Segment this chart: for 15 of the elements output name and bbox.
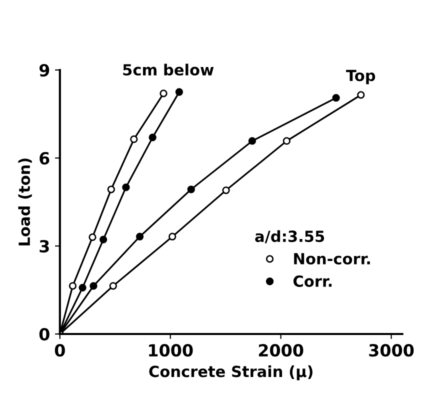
- y-tick-label: 3: [40, 240, 49, 253]
- x-tick-label: 3000: [369, 344, 414, 357]
- y-tick-label: 6: [40, 152, 50, 165]
- x-tick-label: 2000: [258, 344, 304, 357]
- y-tick-label: 0: [39, 328, 50, 341]
- legend-title: a/d:3.55: [255, 230, 324, 244]
- y-tick-label: 9: [39, 64, 50, 77]
- x-tick-label: 0: [54, 344, 65, 357]
- legend-label: Non-corr.: [294, 253, 370, 265]
- annotation: 5cm below: [123, 64, 214, 76]
- x-axis-title: Concrete Strain (μ): [149, 365, 312, 380]
- legend-label: Corr.: [293, 275, 332, 287]
- x-tick-label: 1000: [149, 344, 193, 357]
- annotation: Top: [346, 70, 376, 84]
- y-axis-title: Load (ton): [18, 158, 32, 246]
